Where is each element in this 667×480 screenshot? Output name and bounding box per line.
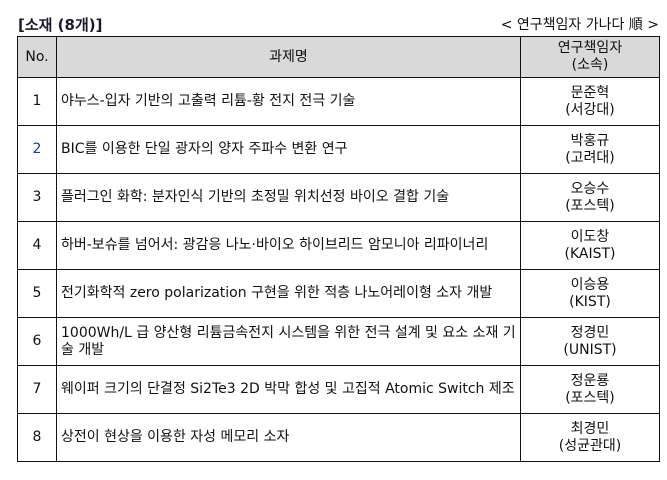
researcher-affiliation: (고려대): [565, 149, 615, 166]
project-title: 하버-보슈를 넘어서: 광감응 나노·바이오 하이브리드 암모니아 리파이너리: [56, 221, 521, 270]
table-row: 4 하버-보슈를 넘어서: 광감응 나노·바이오 하이브리드 암모니아 리파이너…: [17, 221, 660, 270]
table-row: 1 야누스-입자 기반의 고출력 리튬-황 전지 전극 기술 문준혁 (서강대): [17, 77, 660, 126]
project-title: 1000Wh/L 급 양산형 리튬금속전지 시스템을 위한 전극 설계 및 요소…: [56, 317, 521, 366]
researcher-affiliation: (KIST): [569, 293, 611, 310]
project-title: BIC를 이용한 단일 광자의 양자 주파수 변환 연구: [56, 125, 521, 174]
table-row: 6 1000Wh/L 급 양산형 리튬금속전지 시스템을 위한 전극 설계 및 …: [17, 317, 660, 366]
header-affiliation-label: (소속): [571, 57, 609, 73]
sort-order-note: < 연구책임자 가나다 順 >: [500, 17, 659, 33]
project-title: 웨이퍼 크기의 단결정 Si2Te3 2D 박막 합성 및 고집적 Atomic…: [56, 365, 521, 414]
researcher-name: 박홍규: [570, 132, 610, 149]
row-number: 7: [17, 365, 57, 414]
row-number: 6: [17, 317, 57, 366]
researcher-affiliation: (포스텍): [565, 389, 615, 406]
researcher-affiliation: (UNIST): [563, 341, 617, 358]
researcher-affiliation: (성균관대): [558, 437, 622, 454]
researcher-name: 정운룡: [570, 372, 610, 389]
header-title: 과제명: [56, 36, 521, 78]
row-number: 5: [17, 269, 57, 318]
table-row: 8 상전이 현상을 이용한 자성 메모리 소자 최경민 (성균관대): [17, 413, 660, 462]
table-row: 5 전기화학적 zero polarization 구현을 위한 적층 나노어레…: [17, 269, 660, 318]
researcher-cell: 박홍규 (고려대): [520, 125, 660, 174]
researcher-name: 오승수: [570, 180, 610, 197]
table-row: 7 웨이퍼 크기의 단결정 Si2Te3 2D 박막 합성 및 고집적 Atom…: [17, 365, 660, 414]
researcher-affiliation: (서강대): [565, 101, 615, 118]
researcher-name: 최경민: [570, 420, 610, 437]
row-number: 3: [17, 173, 57, 222]
section-caption: [소재 (8개)]: [18, 16, 103, 34]
researcher-affiliation: (KAIST): [564, 245, 616, 262]
researcher-cell: 최경민 (성균관대): [520, 413, 660, 462]
table-row: 3 플러그인 화학: 분자인식 기반의 초정밀 위치선정 바이오 결합 기술 오…: [17, 173, 660, 222]
header-researcher: 연구책임자 (소속): [520, 36, 660, 78]
row-number: 4: [17, 221, 57, 270]
row-number: 2: [17, 125, 57, 174]
researcher-cell: 문준혁 (서강대): [520, 77, 660, 126]
project-title: 야누스-입자 기반의 고출력 리튬-황 전지 전극 기술: [56, 77, 521, 126]
researcher-cell: 오승수 (포스텍): [520, 173, 660, 222]
header-no: No.: [17, 36, 57, 78]
project-title: 전기화학적 zero polarization 구현을 위한 적층 나노어레이형…: [56, 269, 521, 318]
researcher-cell: 정운룡 (포스텍): [520, 365, 660, 414]
researcher-name: 문준혁: [570, 84, 610, 101]
researcher-affiliation: (포스텍): [565, 197, 615, 214]
header-researcher-label: 연구책임자: [557, 40, 623, 56]
row-number: 1: [17, 77, 57, 126]
header-row: No. 과제명 연구책임자 (소속): [17, 36, 660, 78]
project-title: 플러그인 화학: 분자인식 기반의 초정밀 위치선정 바이오 결합 기술: [56, 173, 521, 222]
table-row: 2 BIC를 이용한 단일 광자의 양자 주파수 변환 연구 박홍규 (고려대): [17, 125, 660, 174]
project-table: No. 과제명 연구책임자 (소속) 1 야누스-입자 기반의 고출력 리튬-황 …: [17, 36, 660, 462]
researcher-cell: 이도창 (KAIST): [520, 221, 660, 270]
researcher-cell: 이승용 (KIST): [520, 269, 660, 318]
researcher-name: 이도창: [570, 228, 610, 245]
researcher-name: 이승용: [570, 276, 610, 293]
researcher-name: 정경민: [570, 324, 610, 341]
researcher-cell: 정경민 (UNIST): [520, 317, 660, 366]
row-number: 8: [17, 413, 57, 462]
project-title: 상전이 현상을 이용한 자성 메모리 소자: [56, 413, 521, 462]
